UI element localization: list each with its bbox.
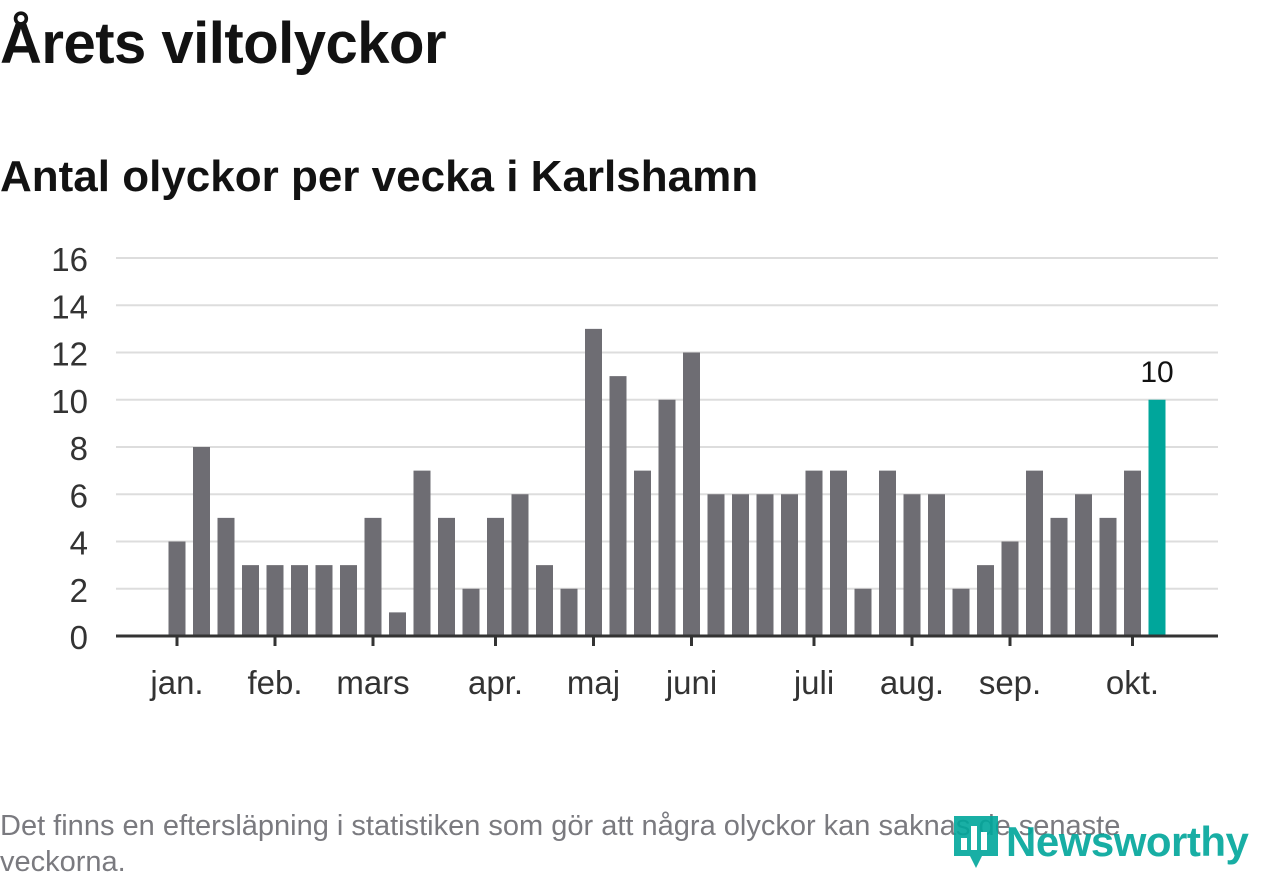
newsworthy-logo-text: Newsworthy xyxy=(1006,818,1249,865)
bar xyxy=(413,470,431,636)
x-axis-ticks: jan. feb. mars apr. maj juni juli aug. sep. okt. xyxy=(149,636,1159,701)
highlight-value-label: 10 xyxy=(1140,356,1173,389)
x-tick-label: jan. xyxy=(149,664,203,701)
bar xyxy=(756,494,774,636)
bar xyxy=(438,517,455,636)
bar xyxy=(879,470,896,636)
x-tick-label: juni xyxy=(665,664,717,701)
newsworthy-logo: Newsworthy xyxy=(952,812,1262,872)
bar xyxy=(242,565,259,636)
bar xyxy=(1050,517,1068,636)
bar xyxy=(487,517,504,636)
data-labels: 10 xyxy=(1140,356,1173,389)
y-tick-label: 4 xyxy=(70,525,88,562)
bar xyxy=(854,588,872,636)
bar xyxy=(977,565,994,636)
x-tick-label: juli xyxy=(793,664,834,701)
y-tick-label: 14 xyxy=(51,288,88,325)
y-tick-label: 8 xyxy=(70,430,88,467)
bar xyxy=(609,376,627,636)
bar xyxy=(1001,541,1019,636)
x-tick-label: maj xyxy=(567,664,620,701)
bar xyxy=(315,565,333,636)
y-tick-label: 0 xyxy=(70,619,88,656)
y-tick-label: 6 xyxy=(70,477,88,514)
bar xyxy=(732,494,749,636)
x-tick-label: apr. xyxy=(468,664,523,701)
bar xyxy=(1075,494,1092,636)
x-tick-label: mars xyxy=(336,664,409,701)
bar xyxy=(658,399,676,636)
bars xyxy=(168,328,1166,636)
bar xyxy=(389,612,406,636)
x-tick-label: sep. xyxy=(979,664,1041,701)
bar xyxy=(634,470,651,636)
chart-subtitle: Antal olyckor per vecka i Karlshamn xyxy=(0,152,759,201)
bar xyxy=(217,517,235,636)
bar xyxy=(511,494,529,636)
bar xyxy=(707,494,725,636)
y-tick-label: 16 xyxy=(51,241,88,278)
x-tick-label: okt. xyxy=(1106,664,1159,701)
bar xyxy=(952,588,970,636)
y-axis-ticks: 0 2 4 6 8 10 12 14 16 xyxy=(51,241,88,656)
bar xyxy=(585,328,602,636)
bar xyxy=(1099,517,1117,636)
bar xyxy=(291,565,308,636)
bar xyxy=(193,447,210,636)
bar xyxy=(340,565,357,636)
chart-title: Årets viltolyckor xyxy=(0,11,447,76)
bar xyxy=(928,494,945,636)
bar xyxy=(536,565,553,636)
bar xyxy=(168,541,186,636)
x-tick-label: aug. xyxy=(880,664,944,701)
bar xyxy=(462,588,480,636)
bar xyxy=(266,565,284,636)
y-tick-label: 10 xyxy=(51,383,88,420)
bar xyxy=(1124,470,1141,636)
bar xyxy=(364,517,382,636)
footnote: Det finns en eftersläpning i statistiken… xyxy=(0,810,1121,878)
y-tick-label: 2 xyxy=(70,572,88,609)
bar xyxy=(830,470,847,636)
y-tick-label: 12 xyxy=(51,336,88,373)
bar-chart: 0 2 4 6 8 10 12 14 16 jan. feb. mars apr. maj juni jul… xyxy=(51,241,1218,701)
bar xyxy=(683,352,700,636)
bar-highlight xyxy=(1148,399,1166,636)
bar xyxy=(805,470,823,636)
newsworthy-logo-icon xyxy=(954,816,998,868)
x-tick-label: feb. xyxy=(247,664,302,701)
bar xyxy=(781,494,798,636)
bar xyxy=(903,494,921,636)
bar xyxy=(1026,470,1043,636)
bar xyxy=(560,588,578,636)
